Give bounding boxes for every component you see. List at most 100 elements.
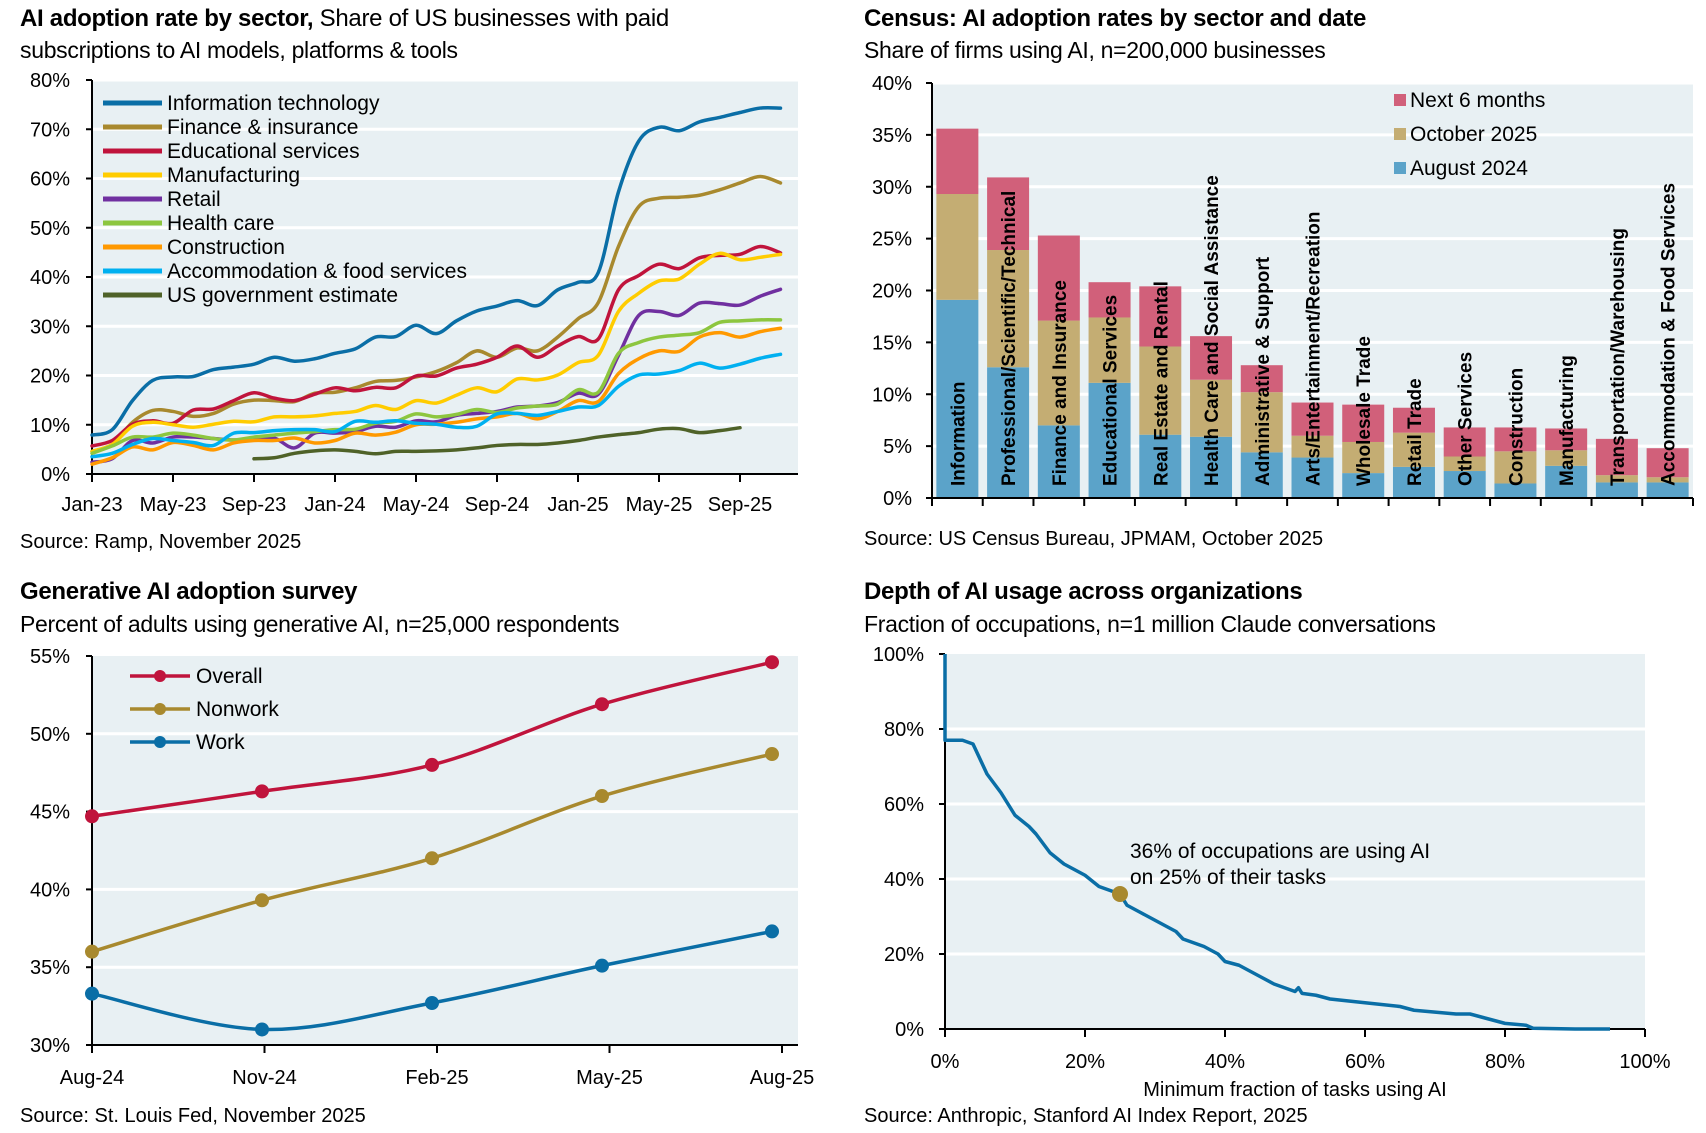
- chart1-xtick-label: May-23: [140, 494, 207, 516]
- chart1-series-line: [90, 251, 783, 454]
- chart2-ytick-label: 35%: [872, 125, 912, 147]
- chart2-bar-segment: [1443, 427, 1486, 457]
- chart3-title: Generative AI adoption survey: [20, 578, 357, 606]
- chart2-bar-segment: [1342, 404, 1385, 442]
- chart2-bar-segment: [1291, 457, 1334, 498]
- chart1-series-line: [90, 105, 783, 437]
- chart2-bar-segment: [987, 250, 1030, 368]
- chart4-ytick-label: 100%: [873, 644, 924, 666]
- chart2-ytick-label: 0%: [883, 488, 912, 510]
- chart4-annotation-marker: [1112, 886, 1128, 902]
- chart1-xtick-label: Sep-24: [465, 494, 530, 516]
- chart3-ytick-label: 55%: [30, 646, 70, 668]
- chart2-legend-swatch: [1394, 162, 1406, 174]
- chart3-legend-marker: [154, 736, 166, 748]
- chart2-bar-segment: [1595, 438, 1638, 476]
- chart2-legend-swatch: [1394, 94, 1406, 106]
- chart1-ytick-label: 60%: [30, 169, 70, 191]
- chart3-legend-marker: [154, 670, 166, 682]
- chart4-title: Depth of AI usage across organizations: [864, 578, 1303, 606]
- chart3-data-point: [425, 995, 439, 1010]
- chart2-bar-segment: [1240, 365, 1283, 393]
- chart4-x-axis-title: Minimum fraction of tasks using AI: [1143, 1079, 1446, 1101]
- chart4-annotation-text: on 25% of their tasks: [1130, 866, 1326, 889]
- chart2-bar-segment: [1646, 477, 1689, 483]
- chart2-bar-segment: [1088, 317, 1131, 383]
- chart2-category-label: Health Care and Social Assistance: [1202, 175, 1223, 486]
- chart1-xtick-label: Sep-25: [708, 494, 773, 516]
- chart2-bar-segment: [1342, 473, 1385, 498]
- chart1-source: Source: Ramp, November 2025: [20, 531, 302, 553]
- chart2-category-label: Construction: [1506, 368, 1527, 486]
- chart4-xtick-label: 40%: [1205, 1051, 1245, 1073]
- chart3-data-point: [85, 986, 99, 1001]
- chart3-data-point: [595, 789, 609, 804]
- chart2-bar-segment: [1139, 286, 1182, 347]
- chart2-bar-segment: [1443, 471, 1486, 498]
- chart3-data-point: [595, 697, 609, 712]
- chart4-plot-area: [945, 654, 1645, 1029]
- chart2-category-label: Other Services: [1456, 352, 1477, 486]
- chart1-title: AI adoption rate by sector, Share of US …: [20, 5, 669, 33]
- chart2-bar-segment: [1190, 436, 1233, 498]
- chart2-bar-segment: [1545, 428, 1588, 451]
- chart1-legend-label: Finance & insurance: [167, 116, 358, 139]
- chart2-bar-segment: [1088, 382, 1131, 498]
- chart3-data-point: [85, 944, 99, 959]
- chart2-category-label: Manufacturing: [1557, 355, 1578, 486]
- chart4-title-bold: Depth of AI usage across organizations: [864, 578, 1303, 605]
- chart4-subtitle: Fraction of occupations, n=1 million Cla…: [864, 611, 1436, 637]
- chart2-category-label: Wholesale Trade: [1354, 336, 1375, 486]
- chart2-bar-segment: [1392, 466, 1435, 498]
- chart4-ytick-label: 0%: [895, 1019, 924, 1041]
- chart4-curve: [943, 654, 1610, 1031]
- chart2-bar-segment: [1545, 450, 1588, 466]
- chart2-bar-segment: [1240, 452, 1283, 498]
- chart1-legend-label: US government estimate: [167, 284, 398, 307]
- chart2-bar-segment: [1139, 434, 1182, 498]
- chart1-subtitle-inline: Share of US businesses with paid: [319, 5, 670, 32]
- chart3-xtick-label: Aug-25: [750, 1067, 815, 1089]
- chart4-ytick-label: 60%: [884, 794, 924, 816]
- chart2-bar-segment: [936, 299, 979, 498]
- chart1-legend-label: Information technology: [167, 92, 380, 115]
- chart3-data-point: [765, 924, 779, 939]
- chart3-legend-label: Overall: [196, 665, 263, 688]
- chart2-ytick-label: 5%: [883, 436, 912, 458]
- chart2-bar-segment: [987, 367, 1030, 498]
- chart3-xtick-label: Feb-25: [405, 1067, 468, 1089]
- chart4-xtick-label: 60%: [1345, 1051, 1385, 1073]
- chart1-series-line: [90, 318, 783, 456]
- chart1-ytick-label: 50%: [30, 218, 70, 240]
- chart4-ytick-label: 20%: [884, 944, 924, 966]
- chart2-ytick-label: 20%: [872, 281, 912, 303]
- chart2-ytick-label: 15%: [872, 332, 912, 354]
- chart1-xtick-label: May-24: [383, 494, 450, 516]
- chart2-bar-segment: [1392, 432, 1435, 467]
- chart3-ytick-label: 35%: [30, 957, 70, 979]
- chart2-bar-segment: [936, 128, 979, 195]
- chart3-plot-area: [92, 656, 798, 1045]
- chart2-bar-segment: [1037, 235, 1080, 321]
- chart1-legend-label: Health care: [167, 212, 274, 235]
- chart2-ytick-label: 25%: [872, 229, 912, 251]
- chart3-subtitle: Percent of adults using generative AI, n…: [20, 611, 620, 637]
- chart1-xtick-label: Jan-23: [61, 494, 122, 516]
- chart1-series-line: [90, 174, 783, 454]
- chart4-ytick-label: 40%: [884, 869, 924, 891]
- chart2-bar-segment: [1037, 425, 1080, 498]
- chart3-data-point: [255, 893, 269, 908]
- chart1-xtick-label: Jan-25: [547, 494, 608, 516]
- chart3-xtick-label: Aug-24: [60, 1067, 125, 1089]
- chart1-series-line: [90, 352, 783, 459]
- chart2-bar-segment: [1494, 451, 1537, 484]
- chart2-bar-segment: [1342, 441, 1385, 474]
- chart3-data-point: [595, 958, 609, 973]
- chart2-bar-segment: [1545, 465, 1588, 498]
- chart2-bar-segment: [1240, 392, 1283, 453]
- chart2-bar-segment: [1291, 435, 1334, 458]
- chart4-xtick-label: 100%: [1619, 1051, 1670, 1073]
- chart2-bar-segment: [1291, 402, 1334, 436]
- chart2-legend-label: Next 6 months: [1410, 89, 1545, 112]
